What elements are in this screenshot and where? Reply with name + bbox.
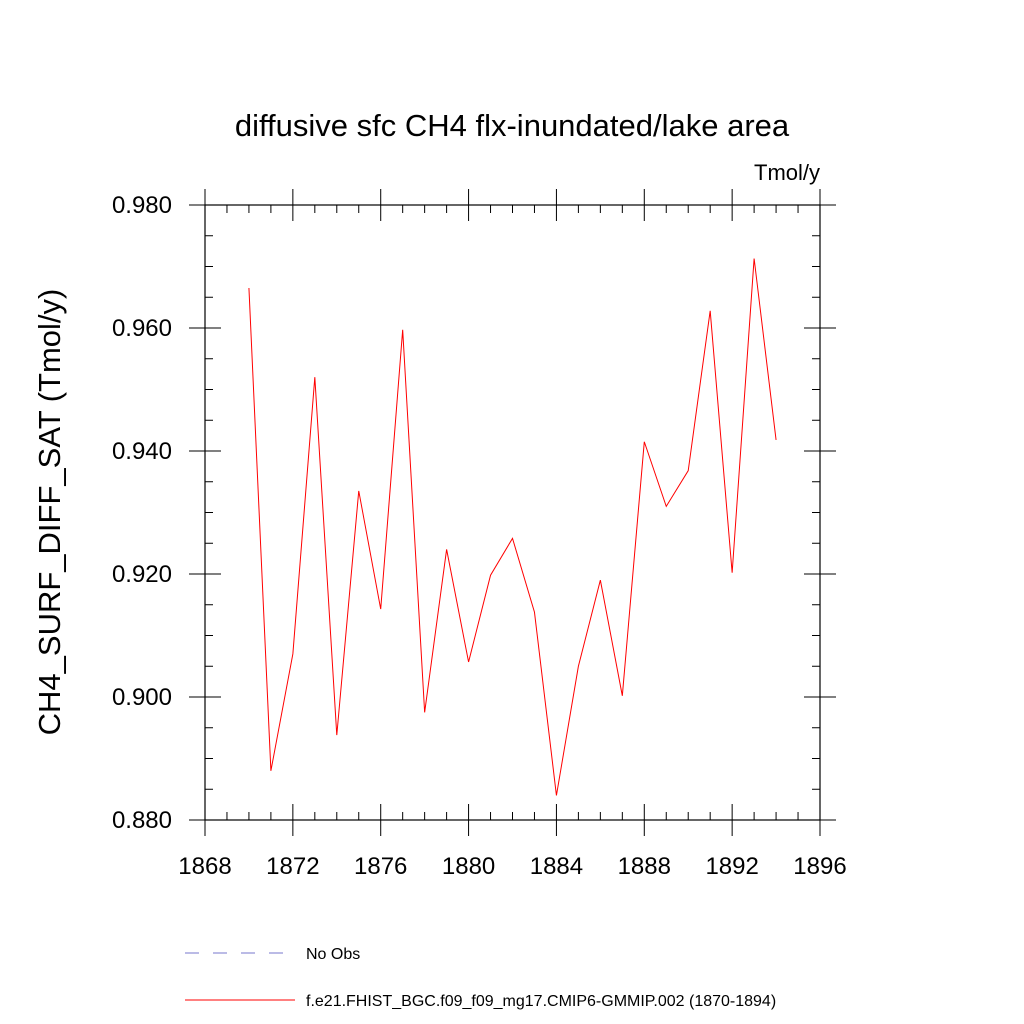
chart-title: diffusive sfc CH4 flx-inundated/lake are… xyxy=(235,108,790,143)
y-tick-label: 0.960 xyxy=(112,315,172,342)
y-tick-label: 0.900 xyxy=(112,684,172,711)
legend-label-model: f.e21.FHIST_BGC.f09_f09_mg17.CMIP6-GMMIP… xyxy=(306,993,776,1010)
y-tick-label: 0.940 xyxy=(112,438,172,465)
x-tick-label: 1872 xyxy=(266,853,319,880)
x-tick-label: 1896 xyxy=(793,853,846,880)
tick-labels: 1868 1872 1876 1880 1884 1888 1892 1896 0.880 0.9… xyxy=(112,192,847,880)
plot-frame xyxy=(204,204,821,821)
legend-label-no-obs: No Obs xyxy=(306,946,360,963)
units-label: Tmol/y xyxy=(754,160,820,185)
x-tick-label: 1884 xyxy=(530,853,583,880)
series-layer xyxy=(248,258,777,796)
x-tick-label: 1888 xyxy=(618,853,671,880)
x-tick-label: 1892 xyxy=(705,853,758,880)
y-axis-label: CH4_SURF_DIFF_SAT (Tmol/y) xyxy=(32,289,67,736)
x-tick-label: 1868 xyxy=(178,853,231,880)
axis-ticks xyxy=(189,189,836,836)
y-tick-label: 0.880 xyxy=(112,807,172,834)
series-line-0 xyxy=(248,258,777,796)
x-tick-label: 1876 xyxy=(354,853,407,880)
y-tick-label: 0.980 xyxy=(112,192,172,219)
legend: No Obs f.e21.FHIST_BGC.f09_f09_mg17.CMIP… xyxy=(185,946,776,1010)
x-tick-label: 1880 xyxy=(442,853,495,880)
y-tick-label: 0.920 xyxy=(112,561,172,588)
